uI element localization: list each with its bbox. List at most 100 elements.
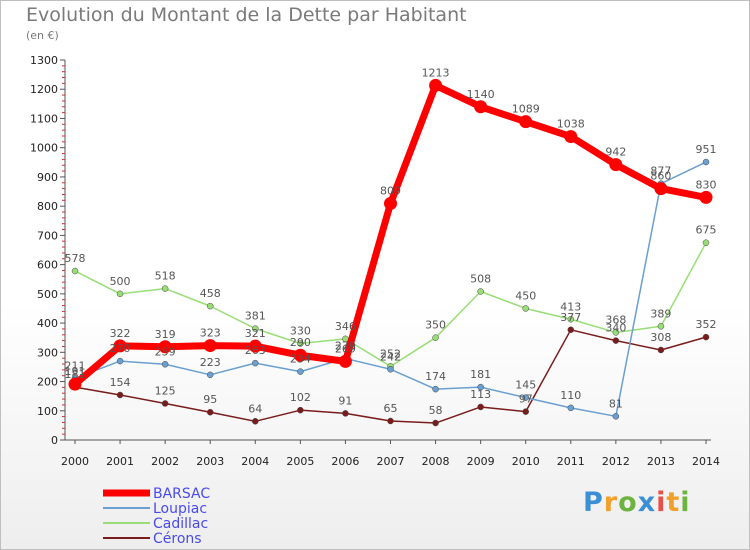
data-point-loupiac bbox=[522, 394, 529, 401]
data-label-barsac: 1038 bbox=[557, 118, 585, 131]
x-tick-label: 2000 bbox=[61, 455, 89, 468]
data-point-loupiac bbox=[567, 404, 575, 412]
data-label-cérons: 91 bbox=[338, 394, 352, 407]
data-point-barsac bbox=[203, 339, 217, 353]
data-point-cadillac bbox=[432, 334, 439, 341]
data-point-cadillac bbox=[657, 323, 665, 330]
y-tick-label: 500 bbox=[37, 288, 58, 301]
chart-unit: (en €) bbox=[26, 29, 59, 42]
data-label-barsac: 322 bbox=[110, 327, 131, 340]
data-label-cadillac: 252 bbox=[380, 347, 401, 360]
data-point-loupiac bbox=[612, 413, 620, 420]
data-point-loupiac bbox=[432, 385, 439, 393]
data-label-cérons: 154 bbox=[110, 376, 131, 389]
data-label-cadillac: 500 bbox=[110, 275, 131, 288]
data-point-cadillac bbox=[612, 329, 620, 336]
y-tick-label: 0 bbox=[51, 434, 58, 447]
data-label-barsac: 323 bbox=[200, 327, 221, 340]
data-point-barsac bbox=[609, 158, 623, 172]
data-point-cérons bbox=[657, 346, 665, 354]
data-label-loupiac: 263 bbox=[245, 344, 266, 357]
data-label-barsac: 942 bbox=[605, 146, 626, 159]
data-label-cérons: 352 bbox=[696, 318, 717, 331]
y-tick-label: 1300 bbox=[30, 54, 58, 67]
logo-letter: x bbox=[637, 487, 657, 518]
data-point-cérons bbox=[522, 408, 529, 415]
data-label-barsac: 321 bbox=[245, 327, 266, 340]
data-label-barsac: 860 bbox=[650, 170, 671, 183]
legend-label-barsac: BARSAC bbox=[153, 486, 210, 502]
data-label-loupiac: 181 bbox=[470, 368, 491, 381]
x-tick-label: 2002 bbox=[151, 455, 179, 468]
legend-label-cérons: Cérons bbox=[153, 531, 202, 547]
data-label-barsac: 290 bbox=[290, 336, 311, 349]
data-label-loupiac: 234 bbox=[290, 353, 311, 366]
logo-letter: i bbox=[656, 487, 667, 518]
logo-letter: r bbox=[603, 487, 619, 518]
y-tick-label: 100 bbox=[37, 405, 58, 418]
data-label-barsac: 191 bbox=[65, 365, 86, 378]
logo-letter: o bbox=[618, 487, 638, 518]
y-tick-label: 900 bbox=[37, 171, 58, 184]
data-point-barsac bbox=[564, 130, 578, 144]
data-label-cérons: 102 bbox=[290, 391, 311, 404]
y-tick-label: 600 bbox=[37, 259, 58, 272]
data-point-barsac bbox=[699, 190, 713, 204]
data-label-cadillac: 350 bbox=[425, 319, 446, 332]
data-label-cérons: 58 bbox=[429, 404, 443, 417]
data-label-cadillac: 578 bbox=[65, 252, 86, 265]
x-tick-label: 2012 bbox=[602, 455, 630, 468]
y-tick-label: 1000 bbox=[30, 142, 58, 155]
x-tick-label: 2007 bbox=[377, 455, 405, 468]
axes: 0 100 200 300 400 500 600 700 800 900 1000 1100 1200… bbox=[30, 54, 720, 468]
x-tick-label: 2008 bbox=[422, 455, 450, 468]
y-tick-label: 1200 bbox=[30, 83, 58, 96]
data-label-loupiac: 110 bbox=[560, 389, 581, 402]
y-tick-label: 400 bbox=[37, 317, 58, 330]
data-point-loupiac bbox=[252, 359, 259, 367]
data-point-loupiac bbox=[702, 158, 710, 166]
data-label-cadillac: 508 bbox=[470, 273, 491, 286]
data-point-loupiac bbox=[161, 361, 169, 368]
data-point-cadillac bbox=[702, 239, 710, 246]
data-label-cérons: 95 bbox=[203, 393, 217, 406]
logo-letter: i bbox=[680, 487, 691, 518]
data-point-cadillac bbox=[206, 302, 214, 310]
series-layer bbox=[68, 78, 713, 427]
data-point-cadillac bbox=[567, 316, 575, 323]
data-point-cérons bbox=[432, 419, 439, 427]
y-tick-label: 300 bbox=[37, 346, 58, 359]
data-point-cadillac bbox=[116, 290, 124, 298]
x-tick-label: 2006 bbox=[331, 455, 359, 468]
data-point-barsac bbox=[429, 78, 443, 92]
data-point-cadillac bbox=[522, 305, 529, 312]
data-label-cadillac: 450 bbox=[515, 289, 536, 302]
data-point-cérons bbox=[161, 400, 169, 407]
x-tick-label: 2011 bbox=[557, 455, 585, 468]
data-point-cadillac bbox=[477, 288, 484, 295]
x-tick-label: 2009 bbox=[467, 455, 495, 468]
data-label-loupiac: 81 bbox=[609, 397, 623, 410]
data-point-loupiac bbox=[206, 371, 214, 379]
data-point-barsac bbox=[113, 339, 127, 353]
data-point-cérons bbox=[116, 391, 124, 399]
data-label-cérons: 64 bbox=[248, 402, 262, 415]
data-label-cérons: 65 bbox=[384, 402, 398, 415]
legend-label-loupiac: Loupiac bbox=[153, 501, 207, 517]
chart-title: Evolution du Montant de la Dette par Hab… bbox=[26, 4, 467, 26]
data-point-cérons bbox=[702, 333, 710, 341]
data-label-barsac: 809 bbox=[380, 185, 401, 198]
data-label-loupiac: 242 bbox=[380, 350, 401, 363]
data-point-cérons bbox=[387, 417, 394, 425]
x-tick-label: 2013 bbox=[647, 455, 675, 468]
data-label-cadillac: 381 bbox=[245, 310, 266, 323]
data-point-cérons bbox=[297, 406, 304, 414]
x-tick-label: 2003 bbox=[196, 455, 224, 468]
data-point-barsac bbox=[338, 354, 352, 368]
data-point-cadillac bbox=[71, 267, 79, 275]
data-label-cadillac: 518 bbox=[155, 270, 176, 283]
data-point-barsac bbox=[384, 197, 397, 211]
data-label-loupiac: 259 bbox=[155, 345, 176, 358]
